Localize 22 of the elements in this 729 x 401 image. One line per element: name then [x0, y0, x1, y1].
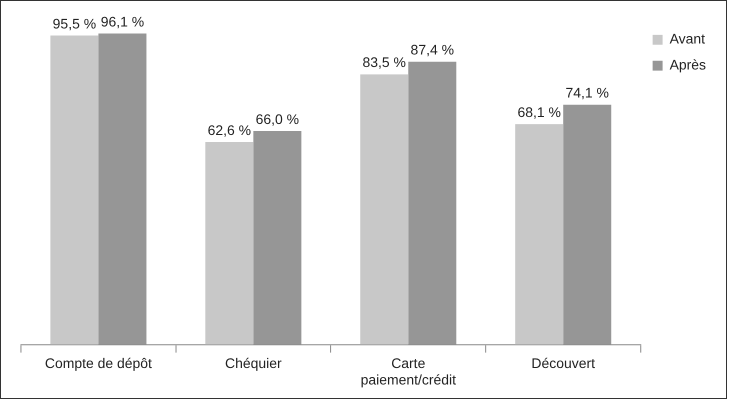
data-label: 95,5 %: [52, 15, 96, 32]
legend-label: Après: [670, 56, 706, 73]
bar: [515, 124, 564, 345]
bar: [563, 104, 612, 345]
bar: [253, 130, 302, 345]
data-label: 83,5 %: [362, 54, 406, 70]
bar: [50, 35, 98, 345]
bar: [360, 74, 408, 345]
data-label: 68,1 %: [517, 104, 561, 120]
data-label: 62,6 %: [208, 122, 252, 138]
x-tick-label: Carte paiement/crédit: [360, 354, 456, 388]
x-tick-label: Compte de dépôt: [44, 354, 152, 371]
bar: [408, 62, 456, 345]
bar: [205, 142, 254, 345]
data-label: 74,1 %: [565, 84, 609, 101]
data-label: 96,1 %: [100, 13, 144, 30]
legend-label: Avant: [670, 30, 706, 47]
x-tick-label: Chéquier: [225, 354, 282, 371]
bar: [98, 34, 146, 345]
x-tick-label: Découvert: [531, 354, 596, 371]
data-label: 66,0 %: [256, 110, 300, 127]
data-label: 87,4 %: [410, 42, 454, 58]
